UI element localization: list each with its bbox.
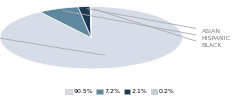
Legend: 90.5%, 7.2%, 2.1%, 0.2%: 90.5%, 7.2%, 2.1%, 0.2%: [63, 86, 177, 97]
Wedge shape: [78, 7, 91, 38]
Text: ASIAN: ASIAN: [87, 9, 221, 34]
Text: WHITE: WHITE: [0, 29, 105, 55]
Wedge shape: [90, 7, 91, 38]
Text: BLACK: BLACK: [93, 9, 222, 48]
Text: HISPANIC: HISPANIC: [63, 11, 231, 41]
Wedge shape: [0, 7, 182, 69]
Wedge shape: [40, 7, 91, 38]
